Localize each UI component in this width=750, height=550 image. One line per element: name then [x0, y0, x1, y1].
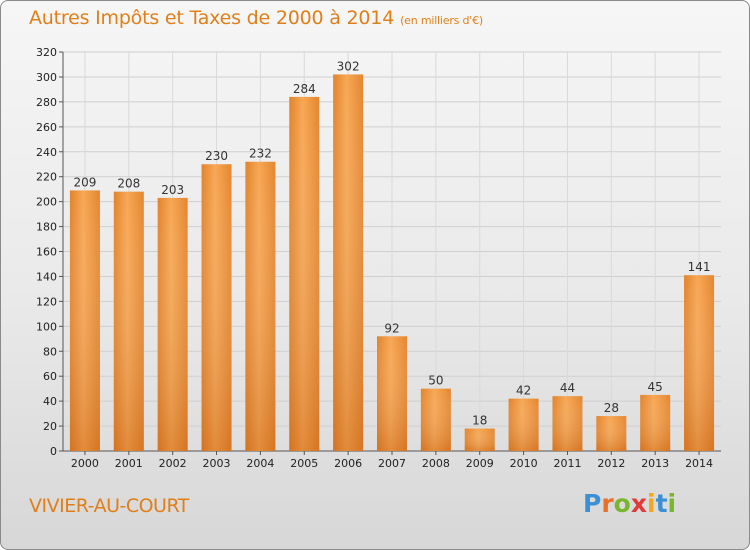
bar-shade: [596, 416, 627, 451]
bar-value-label: 302: [337, 59, 360, 73]
y-tick-label: 280: [36, 96, 57, 109]
bar-value-label: 45: [648, 380, 663, 394]
x-tick-label: 2000: [71, 457, 99, 470]
bar-value-label: 209: [73, 175, 96, 189]
bar-value-label: 92: [384, 321, 399, 335]
bar-shade: [157, 197, 188, 451]
town-name: VIVIER-AU-COURT: [29, 495, 189, 517]
brand-logo: Proxiti: [583, 489, 676, 518]
bar-shade: [420, 388, 451, 451]
x-tick-label: 2009: [466, 457, 494, 470]
y-tick-label: 320: [36, 46, 57, 59]
bar-value-label: 18: [472, 414, 487, 428]
x-tick-label: 2010: [510, 457, 538, 470]
y-tick-label: 80: [43, 345, 57, 358]
bar-value-label: 44: [560, 381, 575, 395]
y-tick-label: 60: [43, 370, 57, 383]
bar-shade: [113, 191, 144, 451]
bar-value-label: 141: [688, 260, 711, 274]
brand-letter: x: [630, 489, 647, 518]
bar-value-label: 203: [161, 183, 184, 197]
brand-letter: o: [613, 489, 631, 518]
y-tick-label: 240: [36, 146, 57, 159]
x-tick-label: 2011: [553, 457, 581, 470]
x-tick-label: 2007: [378, 457, 406, 470]
y-tick-label: 180: [36, 221, 57, 234]
bar-shade: [508, 398, 539, 451]
bar-shade: [245, 161, 276, 451]
y-tick-label: 40: [43, 395, 57, 408]
brand-letter: P: [583, 489, 602, 518]
x-tick-label: 2002: [159, 457, 187, 470]
bar-value-label: 232: [249, 147, 272, 161]
bar-value-label: 50: [428, 374, 443, 388]
bar-shade: [464, 428, 495, 451]
chart-title: Autres Impôts et Taxes de 2000 à 2014 (en…: [29, 7, 483, 29]
brand-letter: r: [601, 489, 614, 518]
x-tick-label: 2001: [115, 457, 143, 470]
bars: [69, 74, 715, 451]
y-tick-label: 140: [36, 270, 57, 283]
brand-letter: t: [655, 489, 668, 518]
bar-value-label: 42: [516, 384, 531, 398]
x-tick-label: 2004: [246, 457, 274, 470]
chart-title-text: Autres Impôts et Taxes de 2000 à 2014: [29, 7, 395, 29]
x-tick-label: 2012: [597, 457, 625, 470]
brand-letter: i: [667, 489, 677, 518]
bar-shade: [289, 96, 320, 451]
x-tick-label: 2013: [641, 457, 669, 470]
bar-shade: [333, 74, 364, 451]
x-tick-label: 2005: [290, 457, 318, 470]
data-labels: 209 208 203 230 232 284 302 92 50 18 42 44 28 45 141: [73, 59, 710, 427]
brand-letter: i: [647, 489, 656, 518]
bar-shade: [201, 164, 232, 451]
bar-value-label: 208: [117, 177, 140, 191]
bar-shade: [69, 190, 100, 451]
y-tick-label: 220: [36, 171, 57, 184]
x-tick-label: 2014: [685, 457, 713, 470]
x-tick-label: 2003: [203, 457, 231, 470]
bar-shade: [552, 396, 583, 451]
y-tick-label: 260: [36, 121, 57, 134]
bar-shade: [640, 394, 671, 451]
y-tick-label: 20: [43, 420, 57, 433]
bar-value-label: 230: [205, 149, 228, 163]
axes: 0 20 40 60 80 100 120 140 160 180 200 220 240 260 280 3…: [36, 46, 721, 470]
x-tick-label: 2008: [422, 457, 450, 470]
y-tick-label: 120: [36, 295, 57, 308]
y-tick-label: 160: [36, 246, 57, 259]
y-tick-label: 200: [36, 196, 57, 209]
bar-value-label: 28: [604, 401, 619, 415]
y-tick-label: 300: [36, 71, 57, 84]
y-tick-label: 100: [36, 320, 57, 333]
chart-subtitle: (en milliers d'€): [400, 14, 483, 27]
x-tick-label: 2006: [334, 457, 362, 470]
bar-value-label: 284: [293, 82, 316, 96]
bar-shade: [377, 336, 407, 451]
y-tick-label: 0: [50, 445, 57, 458]
bar-shade: [684, 275, 715, 451]
